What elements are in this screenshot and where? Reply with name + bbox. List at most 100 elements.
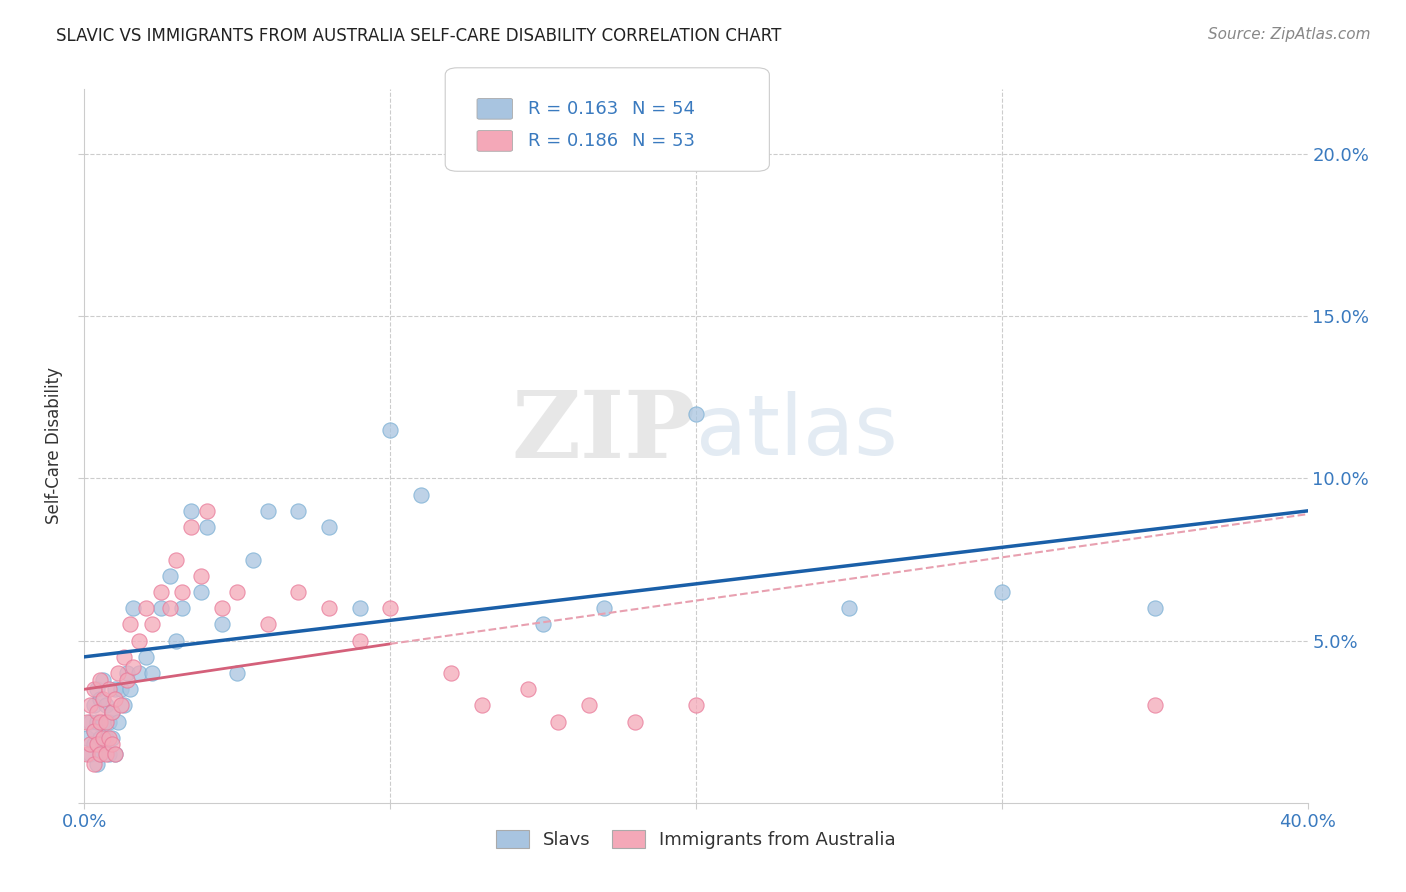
Text: ZIP: ZIP bbox=[512, 387, 696, 476]
Point bbox=[1143, 601, 1166, 615]
Point bbox=[172, 585, 194, 599]
Text: R = 0.186: R = 0.186 bbox=[529, 132, 619, 150]
Point bbox=[104, 747, 127, 761]
Point bbox=[287, 504, 309, 518]
Point bbox=[128, 666, 150, 681]
Point bbox=[83, 698, 105, 713]
Point bbox=[76, 714, 98, 729]
Point bbox=[380, 601, 402, 615]
Point bbox=[76, 747, 98, 761]
Text: atlas: atlas bbox=[696, 392, 897, 472]
Point bbox=[287, 585, 309, 599]
Point bbox=[79, 747, 101, 761]
Point bbox=[149, 601, 172, 615]
Point bbox=[101, 738, 124, 752]
Point bbox=[318, 520, 340, 534]
Point bbox=[211, 617, 233, 632]
Point bbox=[91, 692, 114, 706]
Point bbox=[141, 666, 163, 681]
Point bbox=[104, 682, 127, 697]
Point bbox=[180, 520, 202, 534]
Point bbox=[190, 568, 212, 582]
Text: N = 54: N = 54 bbox=[633, 100, 696, 118]
Point bbox=[89, 747, 111, 761]
Point bbox=[991, 585, 1014, 599]
Point bbox=[195, 520, 218, 534]
Point bbox=[101, 705, 124, 719]
Point bbox=[838, 601, 860, 615]
Text: Source: ZipAtlas.com: Source: ZipAtlas.com bbox=[1208, 27, 1371, 42]
Text: SLAVIC VS IMMIGRANTS FROM AUSTRALIA SELF-CARE DISABILITY CORRELATION CHART: SLAVIC VS IMMIGRANTS FROM AUSTRALIA SELF… bbox=[56, 27, 782, 45]
Legend: Slavs, Immigrants from Australia: Slavs, Immigrants from Australia bbox=[486, 821, 905, 858]
Point bbox=[86, 738, 108, 752]
Point bbox=[180, 504, 202, 518]
Point bbox=[624, 714, 647, 729]
Point bbox=[94, 747, 117, 761]
Point bbox=[86, 682, 108, 697]
FancyBboxPatch shape bbox=[446, 68, 769, 171]
Point bbox=[97, 714, 120, 729]
FancyBboxPatch shape bbox=[477, 130, 513, 152]
Point bbox=[516, 682, 538, 697]
Point bbox=[159, 601, 181, 615]
FancyBboxPatch shape bbox=[477, 98, 513, 120]
Point bbox=[112, 649, 135, 664]
Point bbox=[104, 747, 127, 761]
Point bbox=[83, 682, 105, 697]
Point bbox=[79, 738, 101, 752]
Point bbox=[97, 682, 120, 697]
Point bbox=[112, 698, 135, 713]
Point bbox=[86, 756, 108, 771]
Point bbox=[226, 585, 249, 599]
Point bbox=[110, 682, 132, 697]
Point bbox=[122, 601, 145, 615]
Point bbox=[685, 698, 707, 713]
Point bbox=[226, 666, 249, 681]
Point bbox=[89, 692, 111, 706]
Point bbox=[257, 617, 280, 632]
Point bbox=[135, 649, 157, 664]
Point bbox=[101, 731, 124, 745]
Point bbox=[91, 673, 114, 687]
Point bbox=[86, 705, 108, 719]
Point bbox=[257, 504, 280, 518]
Point bbox=[83, 724, 105, 739]
Point bbox=[440, 666, 463, 681]
Point bbox=[531, 617, 554, 632]
Point bbox=[89, 714, 111, 729]
Point bbox=[110, 698, 132, 713]
Point bbox=[1143, 698, 1166, 713]
Point bbox=[91, 714, 114, 729]
Point bbox=[159, 568, 181, 582]
Y-axis label: Self-Care Disability: Self-Care Disability bbox=[45, 368, 63, 524]
Point bbox=[242, 552, 264, 566]
Point bbox=[685, 407, 707, 421]
Point bbox=[593, 601, 616, 615]
Point bbox=[101, 705, 124, 719]
Point bbox=[94, 698, 117, 713]
Point bbox=[547, 714, 569, 729]
Point bbox=[89, 673, 111, 687]
Point bbox=[120, 617, 142, 632]
Point bbox=[349, 633, 371, 648]
Point bbox=[318, 601, 340, 615]
Point bbox=[349, 601, 371, 615]
Point bbox=[91, 731, 114, 745]
Point bbox=[172, 601, 194, 615]
Point bbox=[122, 659, 145, 673]
Point bbox=[190, 585, 212, 599]
Point bbox=[578, 698, 600, 713]
Point bbox=[76, 731, 98, 745]
Point bbox=[135, 601, 157, 615]
Point bbox=[97, 747, 120, 761]
Point bbox=[86, 714, 108, 729]
Point bbox=[471, 698, 494, 713]
Point bbox=[165, 552, 187, 566]
Point bbox=[79, 698, 101, 713]
Point bbox=[97, 731, 120, 745]
Point bbox=[91, 738, 114, 752]
Point bbox=[79, 714, 101, 729]
Point bbox=[128, 633, 150, 648]
Point bbox=[380, 423, 402, 437]
Point bbox=[165, 633, 187, 648]
